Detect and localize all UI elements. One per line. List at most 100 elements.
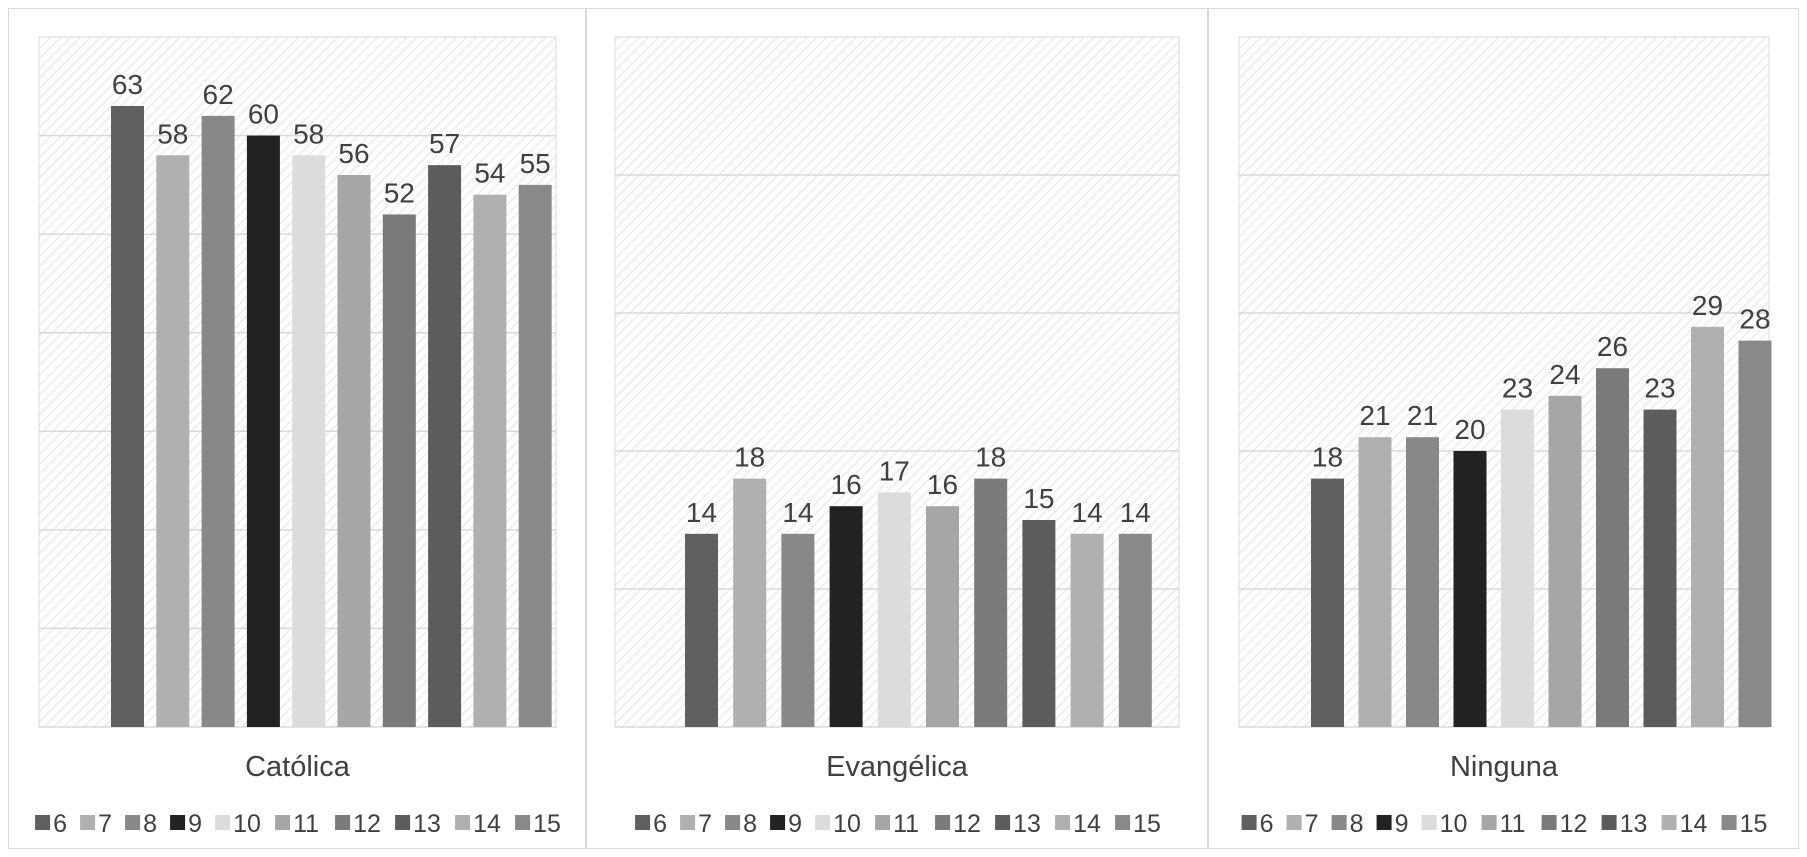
legend-label-11: 11 — [893, 810, 919, 838]
bar-11 — [337, 175, 371, 727]
bar-9 — [829, 506, 863, 727]
legend-swatch-15 — [515, 815, 531, 830]
data-label-7: 18 — [734, 442, 765, 473]
legend: 6 7 8 9 10 11 12 13 14 15 — [1241, 810, 1768, 838]
legend-swatch-10 — [215, 815, 231, 830]
legend-swatch-15 — [1115, 815, 1131, 830]
legend-swatch-8 — [1331, 815, 1347, 830]
data-label-14: 54 — [474, 158, 505, 189]
legend-swatch-14 — [1055, 815, 1071, 830]
data-label-13: 23 — [1644, 373, 1675, 404]
bar-15 — [518, 184, 552, 727]
bar-8 — [781, 533, 815, 727]
legend-label-9: 9 — [788, 810, 802, 838]
legend-swatch-12 — [1541, 815, 1557, 830]
category-label: Evangélica — [826, 751, 969, 783]
data-label-15: 55 — [520, 148, 551, 179]
bar-10 — [877, 492, 911, 727]
bar-15 — [1118, 533, 1152, 727]
legend-label-8: 8 — [743, 810, 757, 838]
legend-swatch-11 — [875, 815, 891, 830]
legend-label-8: 8 — [1350, 810, 1364, 838]
bar-11 — [1548, 395, 1582, 727]
bar-15 — [1738, 340, 1772, 727]
bar-6 — [1311, 478, 1344, 727]
data-label-8: 14 — [782, 497, 813, 528]
legend-swatch-13 — [995, 815, 1011, 830]
legend-swatch-9 — [770, 815, 786, 830]
legend-swatch-7 — [1286, 815, 1302, 830]
legend-label-12: 12 — [353, 810, 381, 838]
legend-label-6: 6 — [1260, 810, 1274, 838]
bar-7 — [733, 478, 767, 727]
legend-swatch-13 — [1601, 815, 1617, 830]
legend-swatch-12 — [335, 815, 351, 830]
legend-swatch-9 — [170, 815, 186, 830]
category-label: Católica — [245, 751, 351, 783]
chart-panel-evangelica: 14 18 14 16 17 16 18 15 14 14 Evangélica 6 7 8 9 10 11 12… — [586, 8, 1208, 849]
data-label-9: 20 — [1454, 414, 1485, 445]
legend-label-14: 14 — [473, 810, 501, 838]
data-label-10: 58 — [293, 118, 324, 149]
data-label-14: 14 — [1072, 497, 1103, 528]
legend-swatch-11 — [1481, 815, 1497, 830]
legend-label-9: 9 — [188, 810, 202, 838]
data-label-11: 56 — [338, 138, 369, 169]
data-label-8: 21 — [1407, 400, 1438, 431]
legend-swatch-14 — [1661, 815, 1677, 830]
chart-panel-ninguna: 18 21 21 20 23 24 26 23 29 28 Ninguna 6 7 8 9 10 11 12 13 1… — [1208, 8, 1799, 849]
data-label-9: 60 — [248, 99, 279, 130]
data-label-6: 14 — [686, 497, 717, 528]
bar-14 — [473, 194, 507, 727]
bar-6 — [685, 533, 718, 727]
data-label-9: 16 — [831, 469, 862, 500]
legend-swatch-10 — [1421, 815, 1437, 830]
legend-label-6: 6 — [653, 810, 667, 838]
bar-10 — [292, 155, 326, 728]
legend: 6 7 8 9 10 11 12 13 14 15 — [35, 810, 561, 838]
bar-12 — [1596, 368, 1629, 727]
legend-swatch-12 — [935, 815, 951, 830]
bar-14 — [1691, 326, 1724, 727]
bar-11 — [926, 506, 959, 727]
data-label-8: 62 — [203, 79, 234, 110]
data-label-12: 26 — [1597, 331, 1628, 362]
legend-label-14: 14 — [1680, 810, 1708, 838]
legend-swatch-6 — [35, 815, 51, 830]
bar-12 — [974, 478, 1008, 727]
bar-13 — [428, 165, 462, 728]
legend-label-8: 8 — [143, 810, 157, 838]
data-label-13: 57 — [429, 128, 460, 159]
legend-swatch-6 — [635, 815, 651, 830]
data-label-15: 28 — [1739, 304, 1770, 335]
legend: 6 7 8 9 10 11 12 13 14 15 — [635, 810, 1161, 838]
legend-label-12: 12 — [1560, 810, 1588, 838]
legend-swatch-6 — [1241, 815, 1257, 830]
category-label: Ninguna — [1450, 751, 1559, 783]
data-label-12: 18 — [975, 442, 1006, 473]
legend-label-15: 15 — [1740, 810, 1768, 838]
legend-swatch-8 — [725, 815, 741, 830]
data-label-14: 29 — [1692, 290, 1723, 321]
legend-swatch-14 — [455, 815, 471, 830]
legend-label-13: 13 — [1013, 810, 1041, 838]
bar-8 — [1406, 437, 1439, 727]
legend-label-11: 11 — [293, 810, 319, 838]
legend-label-7: 7 — [698, 810, 712, 838]
bar-chart-catolica: 63 58 62 60 58 56 52 57 54 55 Católica 6 7 8 9 10 11 12 13… — [35, 36, 561, 838]
legend-swatch-10 — [815, 815, 831, 830]
bar-8 — [201, 115, 235, 728]
legend-label-15: 15 — [1133, 810, 1161, 838]
bar-10 — [1501, 409, 1534, 727]
legend-label-7: 7 — [1305, 810, 1319, 838]
legend-label-12: 12 — [953, 810, 981, 838]
legend-label-11: 11 — [1500, 810, 1526, 838]
data-label-10: 17 — [879, 455, 910, 486]
legend-swatch-8 — [125, 815, 141, 830]
bar-chart-ninguna: 18 21 21 20 23 24 26 23 29 28 Ninguna 6 7 8 9 10 11 12 13 1… — [1238, 36, 1772, 838]
legend-swatch-13 — [395, 815, 411, 830]
bar-6 — [111, 106, 144, 727]
legend-label-15: 15 — [533, 810, 561, 838]
data-label-10: 23 — [1502, 373, 1533, 404]
